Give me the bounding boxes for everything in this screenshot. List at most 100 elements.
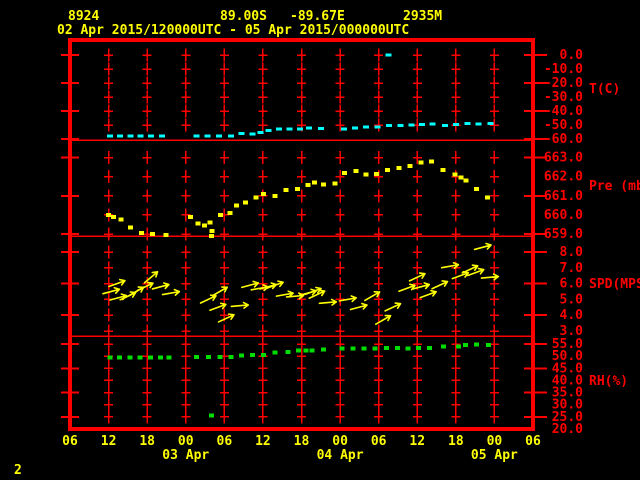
grid-plus [451,90,461,104]
grid-plus [489,208,499,222]
grid-plus [297,189,306,203]
grid-plus [297,62,306,76]
pressure-point [363,172,369,177]
grid-plus [297,373,306,387]
grid-plus [489,398,499,412]
grid-plus [412,90,422,104]
grid-plus [258,261,268,275]
grid-plus [451,76,461,90]
grid-plus [412,104,422,118]
temp-point [429,122,436,126]
temp-point [137,134,144,138]
pressure-point [138,231,144,236]
wind-arrow [161,288,181,296]
rh-point [158,355,164,360]
x-hour-label: 00 [332,434,348,449]
grid-plus [181,48,191,62]
grid-plus [335,398,345,412]
grid-plus [335,118,345,132]
grid-plus [489,118,499,132]
wind-arrow [364,291,381,302]
x-hour-label: 12 [101,434,117,449]
pressure-point [217,212,223,217]
pressure-point [473,187,479,192]
grid-plus [335,227,345,241]
grid-plus [297,277,306,291]
grid-plus [104,261,114,275]
y-tick-label: 5.0 [560,292,584,307]
temp-outlier-point [385,53,392,57]
station-id: 8924 [68,9,100,24]
x-hour-label: 00 [178,434,194,449]
pressure-point [253,195,259,200]
grid-plus [412,62,422,76]
grid-plus [258,48,268,62]
grid-plus [451,277,461,291]
rh-point [107,355,113,360]
y-tick-label: 659.0 [544,227,583,242]
grid-plus [489,104,499,118]
pressure-point [353,168,359,173]
grid-plus [104,151,114,164]
grid-plus [335,90,345,104]
pressure-point [311,180,317,185]
grid-plus [297,76,306,90]
grid-plus [142,337,152,351]
temp-point [317,127,324,130]
wind-arrow [108,278,126,288]
grid-plus [142,90,152,104]
rh-point [285,349,291,354]
grid-plus [451,292,461,306]
grid-plus [104,76,114,90]
grid-plus [181,151,191,164]
rh-point [426,345,432,350]
grid-plus [142,170,152,184]
grid-plus [142,151,152,164]
grid-plus [104,398,114,412]
grid-plus [297,261,306,275]
grid-plus [104,48,114,62]
pressure-point [243,200,249,205]
grid-plus [451,62,461,76]
grid-plus [335,48,345,62]
grid-plus [374,398,384,412]
grid-plus [451,349,461,363]
grid-plus [335,361,345,375]
pressure-point [187,214,193,219]
grid-plus [335,151,345,164]
rh-point [137,355,143,360]
grid-plus [181,189,191,203]
rh-point [486,342,492,347]
grid-plus [489,227,499,241]
grid-plus [335,277,345,291]
grid-plus [258,62,268,76]
grid-plus [489,349,499,363]
grid-plus [412,308,422,322]
pressure-point [106,212,112,217]
x-hour-label: 06 [62,434,78,449]
rh-point [250,353,256,358]
grid-plus [335,189,345,203]
temp-point [385,124,392,128]
grid-plus [489,292,499,306]
y-tick-label: 55.0 [552,337,583,352]
grid-plus [335,386,345,400]
rh-point [239,353,245,358]
y-tick-label: 50.0 [552,349,583,364]
temp-point [265,129,272,133]
grid-plus [258,361,268,375]
grid-plus [181,373,191,387]
pressure-point [385,167,391,172]
grid-plus [489,337,499,351]
grid-plus [489,76,499,90]
grid-plus [374,261,384,275]
pressure-point [227,210,233,215]
pressure-point [332,181,338,186]
grid-plus [181,261,191,275]
wind-arrow [217,313,235,323]
wind-arrow [266,280,284,289]
y-tick-label: 45.0 [552,361,583,376]
grid-plus [142,208,152,222]
grid-plus [374,308,384,322]
y-tick-label: -50.0 [544,118,583,133]
